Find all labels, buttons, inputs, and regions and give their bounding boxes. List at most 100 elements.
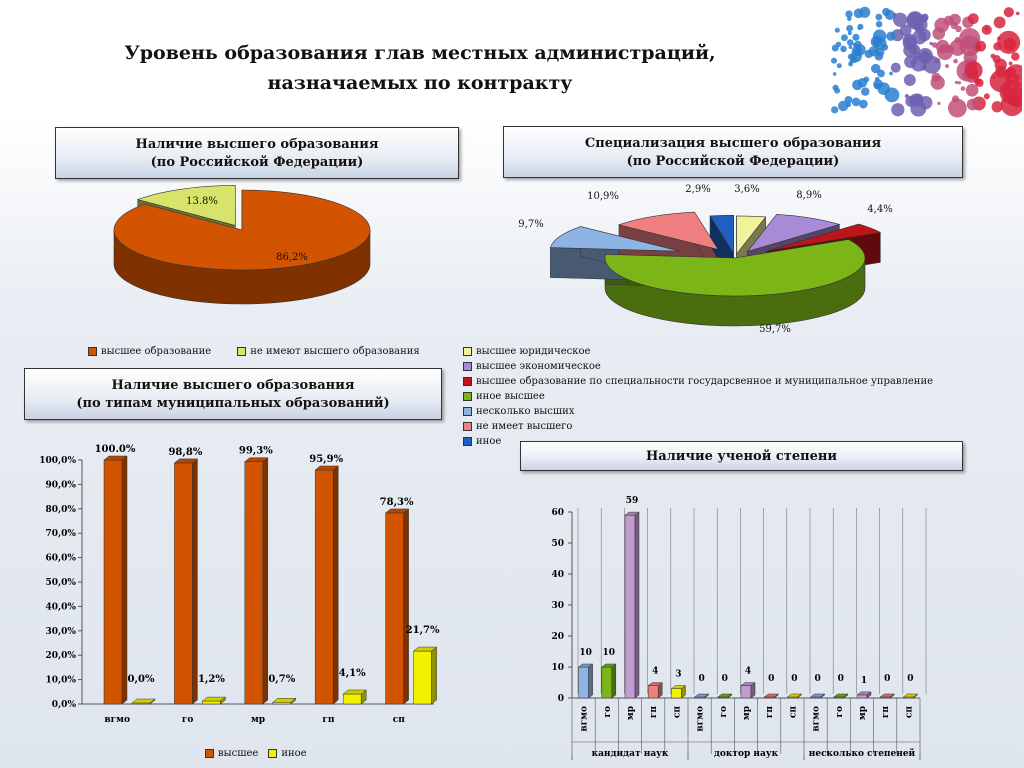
legend-label: высшее образование по специальности госу… xyxy=(476,376,934,387)
bar-top xyxy=(786,693,803,698)
logo-dot xyxy=(852,33,860,41)
bar-top xyxy=(902,693,919,698)
bar-data-label: 0 xyxy=(722,674,728,684)
legend-item-no-higher: не имеют высшего образования xyxy=(237,344,420,359)
group-label: кандидат наук xyxy=(592,749,669,759)
higher-ed-header: Наличие высшего образования (по Российск… xyxy=(55,127,459,179)
logo-dot xyxy=(932,27,946,40)
y-tick-label: 0,0% xyxy=(52,700,77,710)
by-type-header: Наличие высшего образования (по типам му… xyxy=(24,368,442,420)
bar xyxy=(647,685,659,699)
bar-side xyxy=(588,663,593,699)
bar-top xyxy=(763,693,779,698)
legend-swatch xyxy=(205,749,214,758)
bar-top xyxy=(412,646,438,652)
logo-dot xyxy=(957,81,962,85)
logo-dot xyxy=(863,76,870,83)
bar xyxy=(202,700,221,705)
logo-dot xyxy=(975,40,987,52)
degree-title: Наличие ученой степени xyxy=(645,449,838,464)
logo-dot xyxy=(890,62,901,73)
y-tick-label: 10,0% xyxy=(46,676,77,686)
bar-data-label: 3 xyxy=(675,670,681,680)
logo-dot xyxy=(1011,52,1020,61)
logo-dot xyxy=(834,87,841,94)
logo-dot xyxy=(993,16,1006,29)
specialization-legend: высшее юридическое высшее экономическое … xyxy=(463,344,933,449)
logo-dot xyxy=(954,80,959,85)
pie-slice xyxy=(709,215,734,255)
x-tick-label: сп xyxy=(393,715,405,725)
bar-data-label: 100.0% xyxy=(95,444,136,455)
bar-data-label: 10 xyxy=(579,648,592,658)
pie-data-label: 13.8% xyxy=(186,196,218,207)
y-tick-label: 60,0% xyxy=(46,554,77,564)
bar-top xyxy=(577,663,594,668)
x-tick-label: вгмо xyxy=(812,706,822,732)
y-tick-label: 90,0% xyxy=(46,480,77,490)
logo-dot xyxy=(882,7,891,17)
bar xyxy=(174,462,193,705)
bar-top xyxy=(879,693,895,698)
bar-side xyxy=(611,663,617,699)
logo-dot xyxy=(949,39,966,56)
logo-dot xyxy=(851,97,861,107)
logo-dot xyxy=(905,95,917,107)
pie-data-label: 3,6% xyxy=(734,184,759,195)
logo-dot xyxy=(844,96,853,104)
legend-swatch xyxy=(463,377,472,386)
specialization-title: Специализация высшего образования xyxy=(584,136,882,151)
logo-dot xyxy=(846,16,852,22)
bar-data-label: 1,2% xyxy=(198,674,225,685)
legend-swatch xyxy=(237,347,247,356)
pie-data-label: 9,7% xyxy=(518,219,543,230)
logo-dot xyxy=(838,100,849,112)
bar-side xyxy=(431,646,437,705)
legend-item-higher: высшее образование xyxy=(88,344,211,359)
legend-swatch xyxy=(463,437,472,446)
bar xyxy=(671,688,682,699)
pie-data-label: 4,4% xyxy=(867,204,892,215)
logo-dot xyxy=(989,70,1012,93)
logo-dot xyxy=(892,12,897,17)
pie-slice xyxy=(617,211,719,250)
logo-dot xyxy=(892,12,908,27)
y-tick-label: 30,0% xyxy=(46,627,77,637)
pie-data-label: 8,9% xyxy=(796,190,821,201)
logo-dot xyxy=(919,50,932,62)
logo-dot xyxy=(846,39,854,46)
specialization-pie-chart: 3,6% 8,9% 4,4% 59,7% 9,7% 10,9% 2,9% xyxy=(518,184,892,335)
logo-dot xyxy=(929,41,933,46)
logo-dot xyxy=(912,29,927,45)
pie-data-label: 10,9% xyxy=(587,191,619,202)
logo-dot xyxy=(846,102,852,108)
logo-dot xyxy=(916,96,922,101)
pie-data-label: 59,7% xyxy=(759,324,791,335)
logo-dot xyxy=(845,10,853,18)
legend-label: несколько высших xyxy=(476,406,575,417)
bar-data-label: 4,1% xyxy=(339,668,366,679)
bar-top xyxy=(740,682,756,686)
bar-data-label: 21,7% xyxy=(406,625,440,636)
by-type-bar-chart: 0,0% 10,0% 20,0% 30,0% 40,0% 50,0% 60,0% 70,0% 8… xyxy=(39,444,440,725)
dots-logo xyxy=(830,6,1022,118)
logo-dot xyxy=(847,53,854,60)
legend-item: несколько высших xyxy=(463,404,933,419)
pie-slice xyxy=(136,185,236,226)
y-tick-label: 40 xyxy=(551,570,564,580)
bar-data-label: 95,9% xyxy=(309,454,343,465)
logo-dot xyxy=(967,13,979,25)
x-tick-label: гп xyxy=(765,706,775,719)
legend-label: иное высшее xyxy=(476,391,545,402)
bar-top xyxy=(670,685,687,689)
logo-dot xyxy=(935,39,950,54)
y-tick-label: 70,0% xyxy=(46,529,77,539)
x-tick-label: мр xyxy=(858,706,868,720)
bar-data-label: 0 xyxy=(884,674,890,684)
pie-slice xyxy=(766,223,882,252)
logo-dot xyxy=(903,43,918,58)
logo-dot xyxy=(914,22,925,33)
logo-dot xyxy=(1015,11,1020,16)
logo-dot xyxy=(981,24,992,35)
group-label: несколько степеней xyxy=(809,748,916,759)
